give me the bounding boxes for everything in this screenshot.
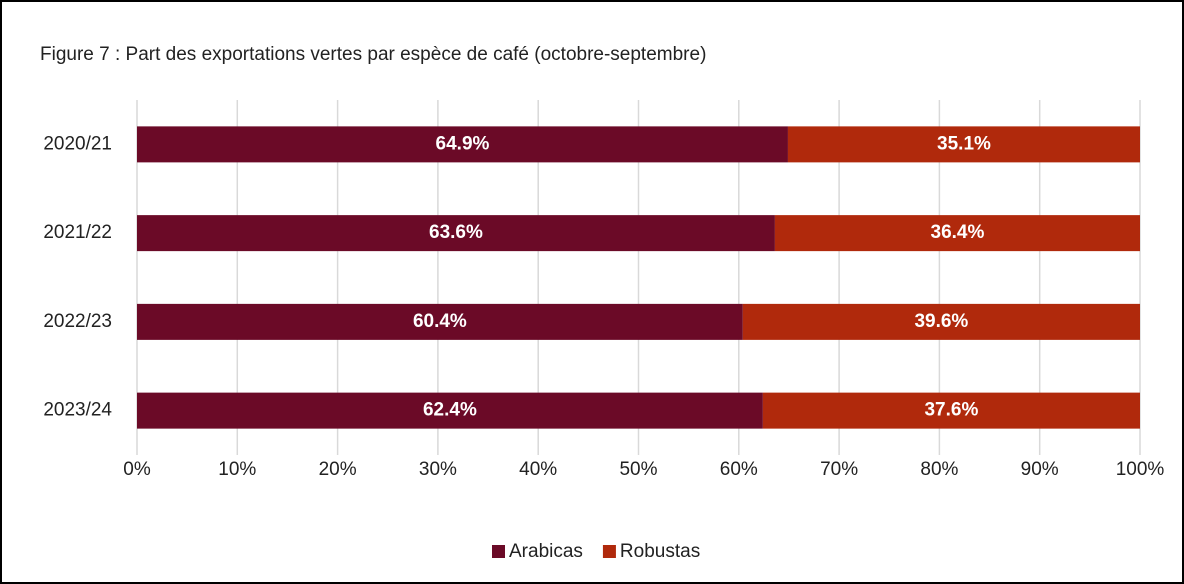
data-label: 35.1% [937, 133, 991, 154]
x-tick-label: 60% [720, 459, 758, 480]
chart-title: Figure 7 : Part des exportations vertes … [40, 44, 706, 65]
bar-segment [742, 303, 1140, 340]
y-tick-label: 2023/24 [43, 400, 112, 421]
bar-segment [787, 126, 1140, 163]
legend-swatch [492, 545, 505, 558]
data-label: 37.6% [924, 400, 978, 421]
bar-segment [762, 392, 1140, 429]
bar-segment [137, 303, 743, 340]
data-label: 39.6% [914, 311, 968, 332]
y-tick-label: 2020/21 [43, 133, 112, 154]
data-label: 62.4% [423, 400, 477, 421]
x-tick-label: 30% [419, 459, 457, 480]
data-label: 36.4% [931, 222, 985, 243]
y-tick-label: 2021/22 [43, 222, 112, 243]
x-tick-label: 40% [519, 459, 557, 480]
legend-swatch [602, 545, 616, 558]
x-tick-label: 100% [1116, 459, 1165, 480]
bar-segment [137, 392, 763, 429]
legend-label: Robustas [620, 541, 700, 562]
bar-segment [137, 126, 788, 163]
data-label: 60.4% [413, 311, 467, 332]
data-label: 64.9% [436, 133, 490, 154]
x-tick-label: 50% [619, 459, 657, 480]
bar-segment [774, 215, 1140, 252]
x-tick-label: 70% [820, 459, 858, 480]
legend-label: Arabicas [509, 541, 583, 562]
bar-segment [137, 215, 775, 252]
data-label: 63.6% [429, 222, 483, 243]
x-tick-label: 0% [123, 459, 151, 480]
x-tick-label: 80% [920, 459, 958, 480]
x-tick-label: 10% [218, 459, 256, 480]
x-tick-label: 90% [1021, 459, 1059, 480]
y-tick-label: 2022/23 [43, 311, 112, 332]
x-tick-label: 20% [319, 459, 357, 480]
